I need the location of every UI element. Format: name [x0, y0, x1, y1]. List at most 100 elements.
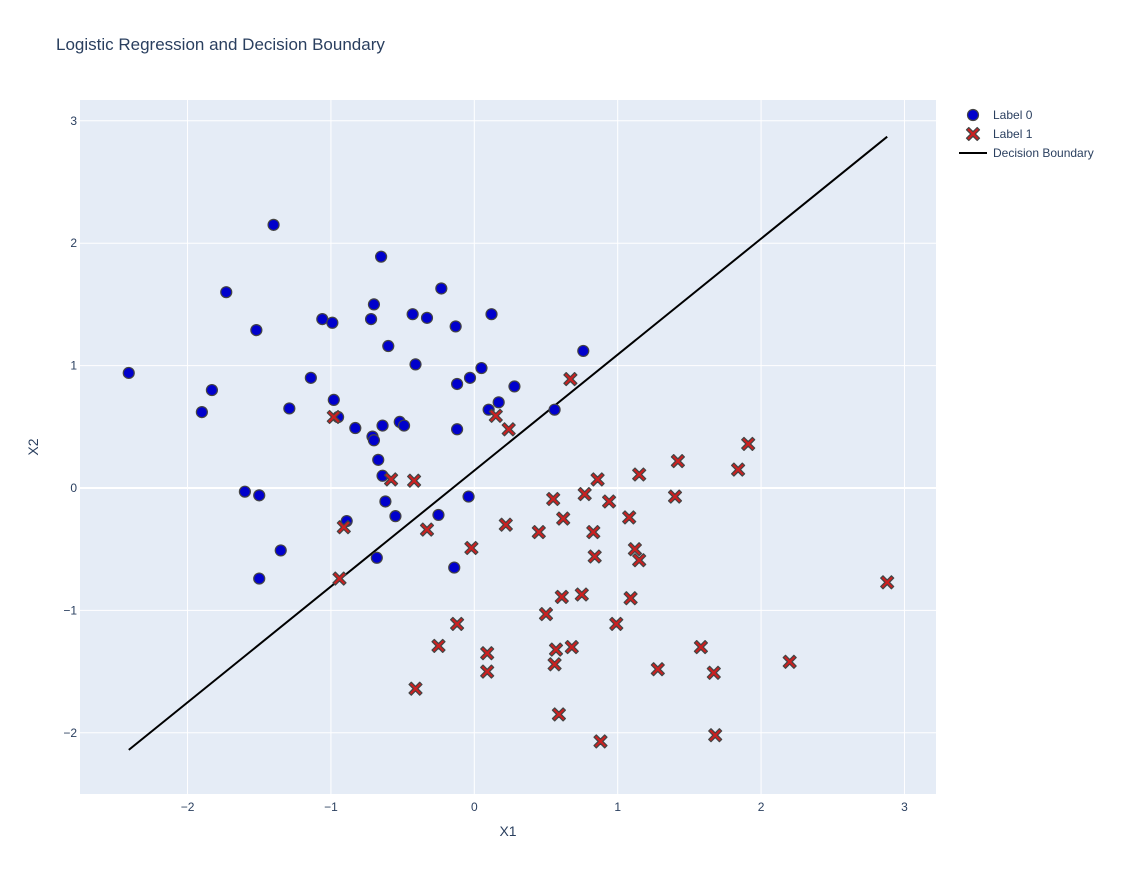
y-axis-ticks: −2 −1 0 1 2 3: [63, 114, 77, 740]
data-point-label-0: [375, 250, 388, 263]
data-point-label-0: [432, 508, 445, 522]
data-point-label-1: [601, 494, 617, 509]
data-point-label-1: [650, 662, 665, 677]
x-tick-label: −1: [324, 800, 338, 814]
data-point-label-0: [485, 308, 498, 321]
legend-label: Label 1: [993, 127, 1033, 141]
data-point-label-1: [708, 728, 723, 743]
data-point-label-1: [332, 571, 347, 586]
x-tick-label: 3: [901, 800, 908, 814]
legend-label: Label 0: [993, 108, 1033, 122]
data-point-label-0: [389, 510, 402, 523]
data-point-label-0: [492, 396, 505, 409]
data-point-label-0: [577, 344, 590, 358]
data-point-label-0: [274, 544, 287, 557]
data-point-label-0: [220, 286, 233, 299]
decision-boundary-layer: [128, 135, 888, 751]
legend-marker-label-0: [966, 108, 980, 122]
data-point-label-1: [670, 454, 686, 469]
data-point-label-0: [450, 423, 464, 436]
data-point-label-0: [462, 490, 475, 503]
data-point-label-1: [706, 665, 721, 680]
data-point-label-0: [304, 371, 317, 384]
data-point-label-1: [431, 638, 446, 654]
data-point-label-1: [730, 462, 746, 477]
legend[interactable]: Label 0 Label 1 Decision Boundary: [959, 108, 1094, 160]
data-point-label-0: [238, 485, 251, 498]
data-point-label-1: [627, 542, 643, 557]
x-tick-label: −2: [181, 800, 195, 814]
data-point-label-0: [367, 434, 381, 447]
data-point-label-0: [448, 561, 461, 574]
data-point-label-1: [419, 522, 435, 537]
y-tick-label: 3: [70, 114, 77, 128]
data-point-label-0: [420, 311, 434, 324]
data-point-label-0: [253, 489, 266, 502]
data-markers: [122, 218, 895, 749]
data-point-label-0: [326, 316, 339, 329]
legend-marker-label-1: [965, 126, 981, 142]
data-point-label-1: [547, 657, 562, 672]
data-point-label-0: [316, 312, 329, 326]
data-point-label-1: [408, 681, 423, 696]
x-tick-label: 1: [614, 800, 621, 814]
data-point-label-1: [623, 591, 638, 606]
data-point-label-1: [450, 616, 465, 632]
legend-item[interactable]: Decision Boundary: [959, 146, 1094, 160]
x-axis-label: X1: [499, 823, 516, 839]
data-point-label-1: [531, 524, 546, 540]
data-point-label-1: [564, 639, 579, 655]
data-point-label-1: [498, 517, 513, 532]
data-point-label-1: [590, 472, 605, 487]
data-point-label-0: [195, 406, 208, 419]
data-point-label-0: [409, 358, 422, 371]
x-axis-ticks: −2 −1 0 1 2 3: [181, 800, 908, 814]
data-point-label-1: [632, 553, 647, 568]
y-tick-label: −2: [63, 726, 77, 740]
data-point-label-1: [548, 642, 564, 657]
data-point-label-1: [480, 646, 495, 661]
y-tick-label: −1: [63, 603, 77, 617]
data-point-label-1: [501, 422, 516, 437]
data-point-label-1: [632, 467, 647, 482]
data-point-label-1: [407, 473, 422, 488]
data-point-label-0: [397, 419, 411, 432]
data-point-label-1: [546, 491, 561, 507]
data-point-label-0: [283, 402, 296, 415]
legend-item[interactable]: Label 0: [966, 108, 1033, 122]
data-point-label-1: [551, 707, 567, 722]
data-point-label-0: [364, 312, 378, 326]
data-point-label-0: [205, 383, 219, 397]
data-point-label-1: [577, 487, 592, 502]
data-point-label-0: [253, 572, 266, 585]
data-point-label-0: [450, 377, 464, 391]
y-tick-label: 0: [70, 481, 77, 495]
data-point-label-1: [587, 549, 602, 564]
data-point-label-1: [574, 587, 589, 602]
data-point-label-1: [782, 654, 797, 669]
y-tick-label: 2: [70, 236, 77, 250]
data-point-label-1: [693, 639, 709, 655]
data-point-label-0: [379, 495, 392, 508]
data-point-label-1: [480, 664, 495, 679]
data-point-label-0: [349, 421, 362, 435]
data-point-label-0: [267, 218, 280, 231]
data-point-label-0: [548, 403, 561, 416]
data-point-label-0: [449, 320, 462, 333]
data-point-label-0: [372, 453, 385, 466]
data-point-label-0: [370, 551, 383, 564]
data-point-label-1: [326, 409, 341, 425]
data-point-label-0: [463, 371, 477, 384]
decision-boundary-line: [128, 135, 888, 751]
data-point-label-0: [382, 339, 395, 353]
data-point-label-1: [336, 520, 351, 535]
data-point-label-1: [667, 489, 683, 504]
data-point-label-1: [556, 511, 571, 526]
legend-label: Decision Boundary: [993, 146, 1094, 160]
data-point-label-0: [250, 324, 263, 337]
plot-area: [80, 100, 936, 794]
chart-title: Logistic Regression and Decision Boundar…: [56, 35, 385, 54]
legend-item[interactable]: Label 1: [965, 126, 1033, 142]
data-point-label-1: [538, 606, 554, 622]
